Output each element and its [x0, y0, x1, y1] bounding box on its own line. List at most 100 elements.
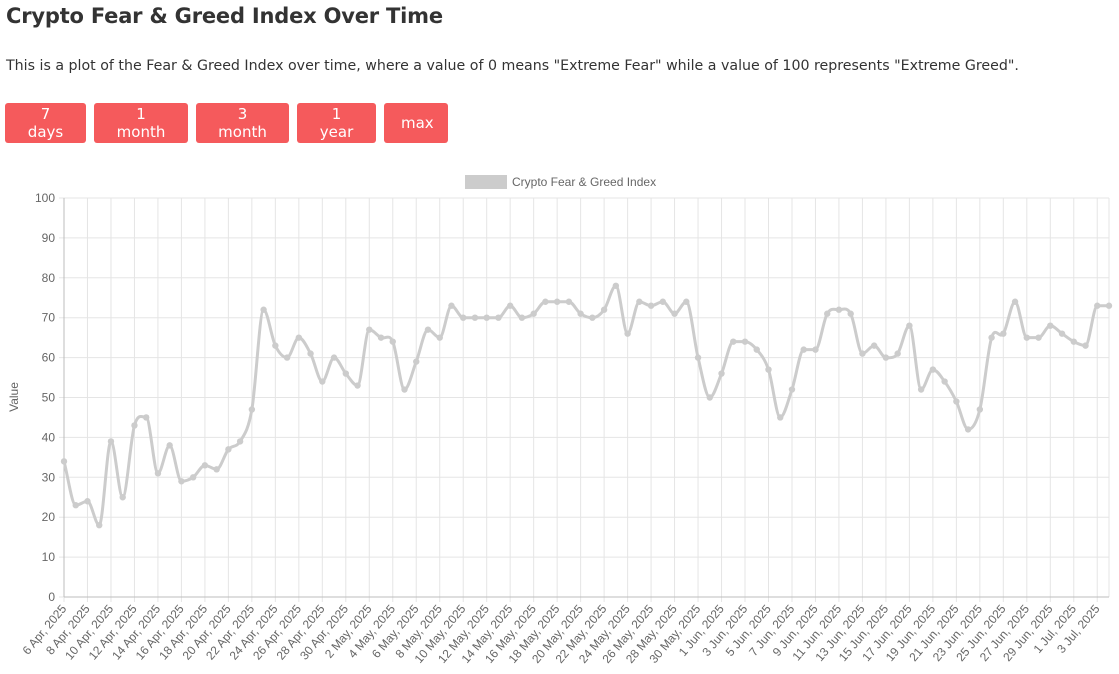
data-point[interactable]	[812, 346, 819, 353]
data-point[interactable]	[307, 350, 314, 357]
data-point[interactable]	[1082, 342, 1089, 349]
data-point[interactable]	[824, 310, 831, 317]
data-point[interactable]	[96, 521, 103, 529]
data-point[interactable]	[659, 298, 667, 305]
data-point[interactable]	[424, 326, 432, 333]
data-point[interactable]	[1070, 338, 1077, 345]
data-point[interactable]	[119, 494, 126, 501]
data-point[interactable]	[448, 302, 455, 309]
data-point[interactable]	[142, 414, 150, 421]
data-point[interactable]	[906, 322, 913, 329]
data-point[interactable]	[624, 330, 631, 337]
data-point[interactable]	[506, 302, 514, 309]
data-point[interactable]	[354, 382, 361, 389]
range-1-month-button[interactable]: 1 month	[94, 103, 188, 143]
data-point[interactable]	[1058, 330, 1066, 337]
data-point[interactable]	[953, 398, 960, 405]
data-point[interactable]	[283, 354, 291, 361]
data-point[interactable]	[612, 282, 620, 289]
data-point[interactable]	[84, 498, 91, 505]
data-point[interactable]	[495, 314, 502, 321]
data-point[interactable]	[154, 470, 162, 477]
data-point[interactable]	[929, 366, 937, 373]
chart-legend[interactable]: Crypto Fear & Greed Index	[465, 175, 656, 189]
data-point[interactable]	[577, 310, 584, 317]
data-point[interactable]	[694, 354, 702, 361]
data-point[interactable]	[295, 334, 303, 341]
data-point[interactable]	[706, 394, 713, 401]
data-point[interactable]	[847, 310, 854, 317]
data-point[interactable]	[225, 446, 232, 453]
range-1-year-button[interactable]: 1 year	[297, 103, 376, 143]
data-point[interactable]	[131, 422, 138, 429]
data-point[interactable]	[1105, 302, 1113, 309]
data-point[interactable]	[647, 302, 655, 309]
data-point[interactable]	[518, 314, 526, 321]
data-point[interactable]	[671, 310, 678, 317]
data-point[interactable]	[941, 378, 948, 385]
data-point[interactable]	[718, 370, 725, 377]
data-point[interactable]	[589, 314, 596, 321]
data-point[interactable]	[859, 350, 866, 357]
data-point[interactable]	[471, 314, 479, 321]
data-point[interactable]	[553, 298, 561, 305]
data-point[interactable]	[741, 338, 749, 345]
data-point[interactable]	[366, 326, 373, 333]
data-point[interactable]	[213, 466, 220, 473]
data-point[interactable]	[882, 354, 890, 361]
data-point[interactable]	[777, 414, 784, 421]
data-point[interactable]	[917, 386, 925, 393]
data-point[interactable]	[483, 314, 490, 321]
data-point[interactable]	[565, 298, 573, 305]
data-point[interactable]	[730, 338, 737, 345]
data-point[interactable]	[835, 306, 843, 313]
data-point[interactable]	[236, 438, 244, 445]
data-points	[60, 282, 1113, 529]
range-3-month-button[interactable]: 3 month	[196, 103, 289, 143]
data-point[interactable]	[178, 478, 185, 485]
data-point[interactable]	[683, 298, 690, 305]
data-point[interactable]	[342, 370, 349, 377]
data-point[interactable]	[460, 314, 467, 321]
data-point[interactable]	[413, 358, 420, 365]
data-point[interactable]	[401, 386, 408, 393]
data-point[interactable]	[753, 346, 760, 353]
y-axis-title: Value	[7, 382, 21, 412]
data-point[interactable]	[319, 378, 326, 385]
data-point[interactable]	[201, 462, 209, 469]
data-point[interactable]	[1023, 334, 1031, 341]
range-max-button[interactable]: max	[384, 103, 448, 143]
data-point[interactable]	[1011, 298, 1019, 305]
data-point[interactable]	[72, 502, 79, 509]
data-point[interactable]	[377, 334, 385, 341]
data-point[interactable]	[1047, 322, 1054, 329]
data-point[interactable]	[964, 426, 972, 433]
data-point[interactable]	[600, 306, 608, 313]
data-point[interactable]	[800, 346, 807, 353]
data-point[interactable]	[894, 350, 901, 357]
data-point[interactable]	[107, 438, 115, 445]
data-point[interactable]	[260, 306, 267, 313]
data-point[interactable]	[976, 406, 984, 413]
y-tick-label: 30	[42, 470, 56, 484]
data-point[interactable]	[60, 458, 68, 465]
data-point[interactable]	[1035, 334, 1042, 341]
data-point[interactable]	[272, 342, 279, 349]
data-point[interactable]	[765, 366, 772, 373]
data-point[interactable]	[1000, 330, 1007, 337]
data-point[interactable]	[389, 338, 396, 345]
data-point[interactable]	[636, 298, 643, 305]
data-point[interactable]	[248, 406, 256, 413]
data-point[interactable]	[166, 442, 173, 449]
data-point[interactable]	[189, 474, 197, 481]
data-point[interactable]	[530, 310, 537, 317]
data-point[interactable]	[436, 334, 443, 341]
data-point[interactable]	[988, 334, 995, 341]
data-point[interactable]	[542, 298, 549, 305]
data-point[interactable]	[870, 342, 878, 349]
data-point[interactable]	[788, 386, 796, 393]
data-point[interactable]	[1094, 302, 1101, 309]
data-point[interactable]	[330, 354, 338, 361]
range-7-days-button[interactable]: 7 days	[5, 103, 86, 143]
